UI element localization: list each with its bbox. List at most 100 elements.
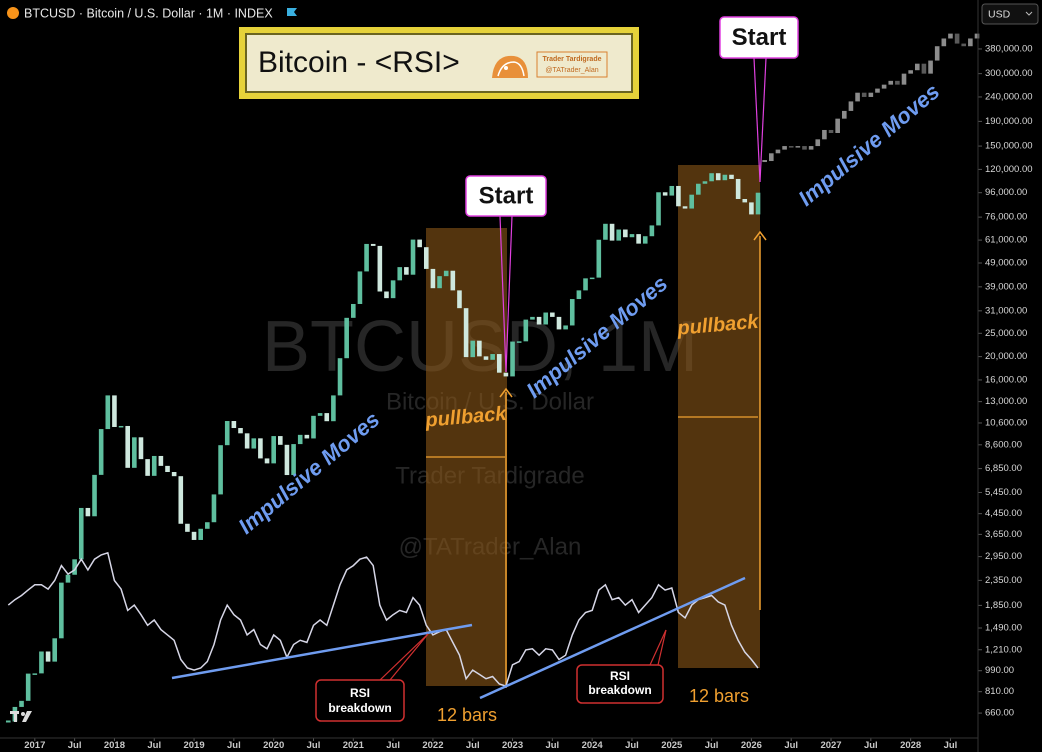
- x-tick-label: 2017: [24, 740, 45, 751]
- candle: [669, 185, 675, 196]
- breakdown-label: breakdown: [328, 701, 391, 715]
- y-tick-label: 2,950.00: [985, 551, 1022, 562]
- candle: [908, 70, 913, 74]
- x-tick-label: 2019: [183, 740, 204, 751]
- candle: [311, 415, 316, 439]
- candle: [284, 444, 290, 476]
- candle: [881, 84, 887, 89]
- candle: [848, 101, 854, 111]
- candle: [297, 434, 303, 445]
- candle: [165, 465, 170, 473]
- bars-label: 12 bars: [689, 686, 749, 706]
- flag-icon: [287, 8, 297, 16]
- candle: [132, 437, 137, 468]
- candle: [258, 438, 263, 459]
- candle: [78, 507, 84, 560]
- candle: [888, 80, 894, 85]
- x-tick-label: Jul: [466, 740, 480, 751]
- candle: [218, 445, 223, 495]
- candle: [968, 38, 973, 47]
- candle: [715, 173, 721, 181]
- x-tick-label: Jul: [386, 740, 400, 751]
- candle: [569, 299, 575, 326]
- candle: [603, 223, 608, 240]
- candle: [224, 421, 230, 446]
- candle: [251, 438, 257, 449]
- candle: [59, 582, 64, 639]
- bitcoin-icon: [7, 7, 19, 19]
- y-tick-label: 300,000.00: [985, 68, 1033, 79]
- candle: [32, 673, 38, 675]
- x-tick-label: Jul: [784, 740, 798, 751]
- candle: [649, 225, 655, 237]
- candle: [563, 325, 568, 330]
- y-tick-label: 1,850.00: [985, 600, 1022, 611]
- candle: [430, 268, 436, 289]
- candle: [722, 174, 728, 181]
- candle: [954, 33, 960, 44]
- callout-pointer: [657, 629, 667, 666]
- y-tick-label: 5,450.00: [985, 487, 1022, 498]
- candle: [145, 459, 150, 476]
- x-tick-label: 2028: [900, 740, 921, 751]
- candle: [344, 317, 349, 359]
- x-tick-label: Jul: [944, 740, 958, 751]
- y-tick-label: 380,000.00: [985, 43, 1033, 54]
- candle: [92, 474, 97, 517]
- candle: [423, 247, 429, 269]
- y-tick-label: 120,000.00: [985, 164, 1033, 175]
- candle: [390, 280, 396, 299]
- candle: [357, 271, 363, 304]
- callout-pointer: [649, 629, 667, 666]
- candle: [808, 146, 814, 150]
- start-label: Start: [732, 24, 787, 51]
- bars-label: 12 bars: [437, 705, 497, 725]
- x-tick-label: 2018: [104, 740, 125, 751]
- y-tick-label: 8,600.00: [985, 439, 1022, 450]
- y-tick-label: 31,000.00: [985, 305, 1027, 316]
- candle: [868, 92, 874, 97]
- title-box: [245, 33, 633, 93]
- candle: [536, 316, 542, 325]
- candle: [795, 146, 801, 148]
- candle: [702, 181, 708, 184]
- symbol-header: BTCUSD · Bitcoin / U.S. Dollar · 1M · IN…: [24, 6, 273, 20]
- currency-select[interactable]: [981, 3, 1039, 25]
- y-tick-label: 76,000.00: [985, 212, 1027, 223]
- callout-pointer: [499, 215, 507, 373]
- candle: [477, 340, 482, 357]
- callout-pointer: [759, 57, 767, 183]
- candle: [875, 88, 880, 93]
- candle: [185, 523, 190, 532]
- candle: [158, 455, 164, 466]
- candle: [85, 507, 91, 517]
- candle: [556, 316, 562, 330]
- candle: [324, 413, 330, 422]
- candle: [19, 700, 24, 707]
- candle: [105, 395, 111, 430]
- candle: [596, 239, 602, 278]
- candle: [138, 437, 144, 460]
- candle: [589, 277, 595, 280]
- candle: [45, 651, 51, 662]
- candle: [264, 458, 270, 464]
- candle: [410, 239, 416, 275]
- candle: [463, 308, 469, 358]
- x-tick-label: 2024: [582, 740, 604, 751]
- chevron: [1025, 11, 1033, 16]
- candle: [835, 118, 840, 133]
- candle: [125, 425, 131, 468]
- candle: [749, 202, 754, 215]
- candle: [742, 198, 748, 203]
- breakdown-label: RSI: [350, 686, 370, 700]
- candle: [437, 276, 442, 289]
- candle: [676, 185, 681, 207]
- candle: [198, 528, 203, 540]
- y-tick-label: 10,600.00: [985, 417, 1027, 428]
- candle: [855, 92, 860, 102]
- rsi-trendline: [479, 576, 746, 700]
- candle: [662, 192, 668, 196]
- badge-text: Trader Tardigrade: [542, 56, 601, 63]
- y-tick-label: 4,450.00: [985, 508, 1022, 519]
- candle: [642, 236, 648, 244]
